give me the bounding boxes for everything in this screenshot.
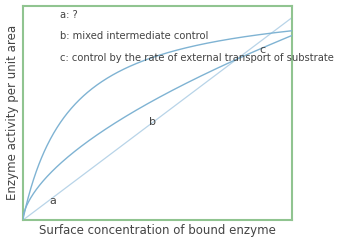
- Text: c: control by the rate of external transport of substrate: c: control by the rate of external trans…: [60, 53, 334, 63]
- Y-axis label: Enzyme activity per unit area: Enzyme activity per unit area: [5, 25, 19, 200]
- Text: b: b: [149, 117, 156, 127]
- Text: c: c: [260, 45, 266, 55]
- Text: b: mixed intermediate control: b: mixed intermediate control: [60, 31, 209, 41]
- X-axis label: Surface concentration of bound enzyme: Surface concentration of bound enzyme: [39, 225, 276, 237]
- Text: a: ?: a: ?: [60, 10, 78, 20]
- Text: a: a: [50, 196, 57, 206]
